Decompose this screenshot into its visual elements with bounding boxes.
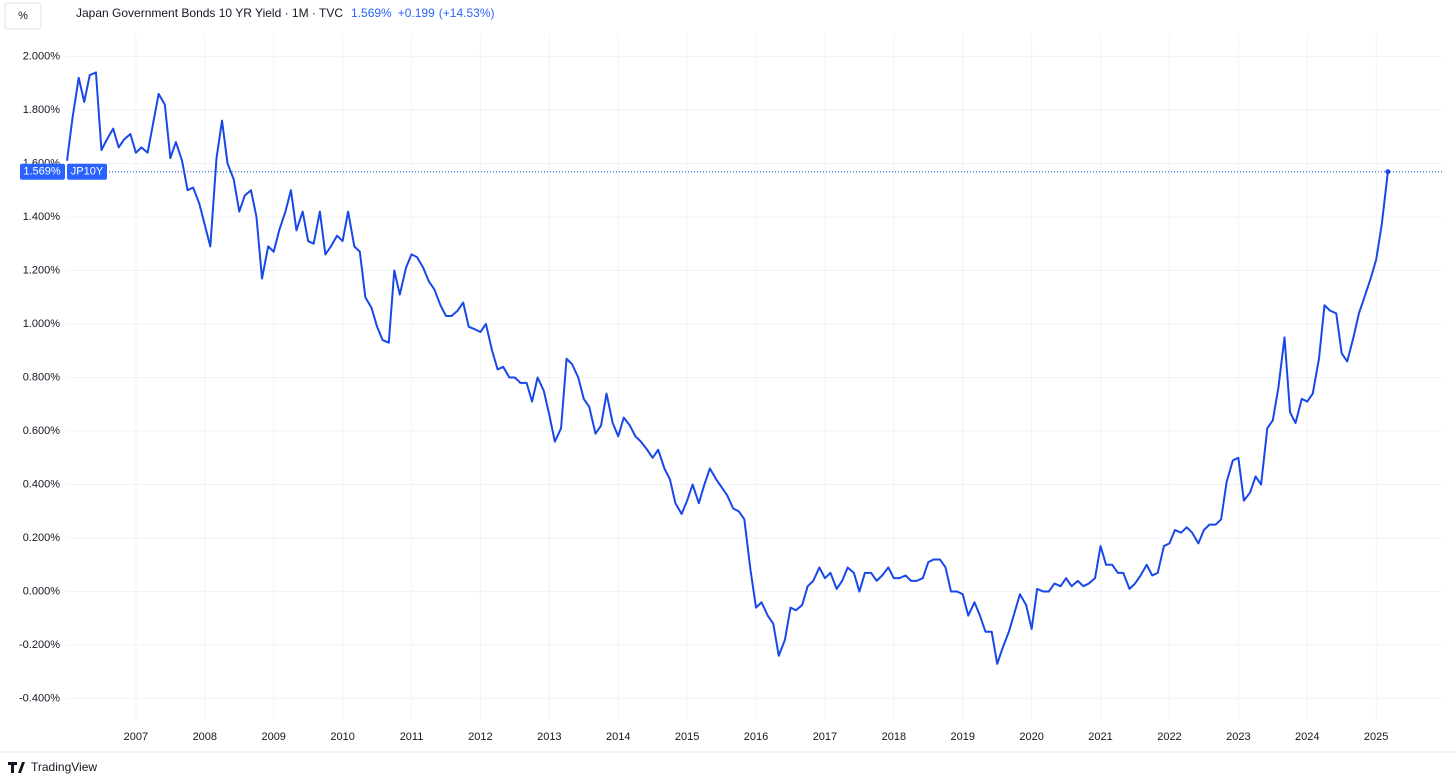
unit-button[interactable]	[4, 2, 42, 30]
price-tag-label: 1.569%	[23, 166, 61, 178]
series-tag	[67, 163, 107, 180]
x-tick-label: 2025	[1364, 731, 1388, 743]
x-tick-label: 2017	[813, 731, 837, 743]
x-tick-label: 2009	[261, 731, 285, 743]
x-tick-label: 2013	[537, 731, 561, 743]
series-tag-label: JP10Y	[71, 166, 104, 178]
x-tick-label: 2014	[606, 731, 630, 743]
x-tick-label: 2011	[400, 731, 424, 743]
brand: TradingView	[31, 760, 97, 774]
data-line	[66, 71, 1389, 665]
x-tick-label: 2008	[193, 731, 217, 743]
x-tick-label: 2024	[1295, 731, 1319, 743]
x-tick-label: 2012	[468, 731, 492, 743]
x-tick-label: 2020	[1019, 731, 1043, 743]
change: +0.199	[398, 6, 435, 20]
last-value: 1.569%	[351, 6, 392, 20]
y-tick-label: 1.400%	[23, 211, 61, 223]
x-tick-label: 2019	[951, 731, 975, 743]
y-tick-label: 1.000%	[23, 318, 61, 330]
y-tick-label: -0.200%	[19, 639, 60, 651]
chart-title: Japan Government Bonds 10 YR Yield · 1M …	[76, 6, 343, 20]
x-tick-label: 2016	[744, 731, 768, 743]
last-point	[1385, 169, 1391, 175]
x-tick-label: 2018	[882, 731, 906, 743]
brand-logo	[8, 762, 25, 773]
unit-button-label[interactable]: %	[18, 10, 28, 22]
y-tick-label: 0.000%	[23, 585, 61, 597]
x-tick-label: 2023	[1226, 731, 1250, 743]
x-tick-label: 2007	[124, 731, 148, 743]
y-tick-label: 1.800%	[23, 104, 61, 116]
x-tick-label: 2022	[1157, 731, 1181, 743]
y-tick-label: 0.200%	[23, 532, 61, 544]
y-tick-label: 0.800%	[23, 371, 61, 383]
y-tick-label: 0.400%	[23, 478, 61, 490]
y-tick-label: -0.400%	[19, 693, 60, 705]
x-tick-label: 2010	[330, 731, 354, 743]
y-tick-label: 0.600%	[23, 425, 61, 437]
y-tick-label: 2.000%	[23, 50, 61, 62]
logo-mark	[8, 762, 25, 773]
x-tick-label: 2021	[1088, 731, 1112, 743]
price-tag	[20, 163, 65, 180]
x-tick-label: 2015	[675, 731, 699, 743]
y-tick-label: 1.200%	[23, 264, 61, 276]
change-percent: (+14.53%)	[439, 6, 495, 20]
